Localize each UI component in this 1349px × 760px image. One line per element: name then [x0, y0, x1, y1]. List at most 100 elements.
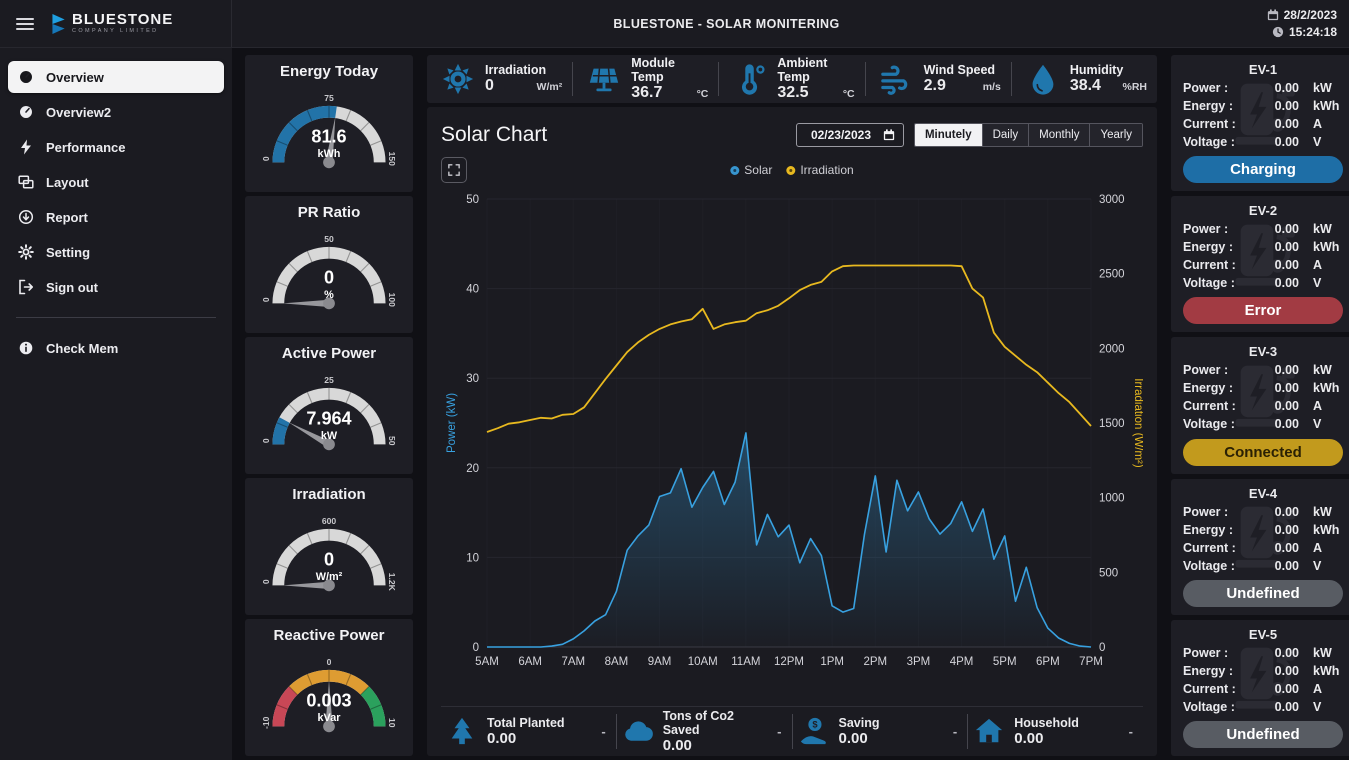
svg-text:8AM: 8AM: [605, 656, 629, 668]
ev-current-row: Current : 0.00 A: [1183, 399, 1343, 413]
svg-text:0: 0: [324, 267, 334, 287]
period-minutely-button[interactable]: Minutely: [914, 124, 982, 146]
gauge-card-reactive-power: Reactive Power 0 -10 10 0.003 kVar: [245, 619, 413, 756]
ev-status-button[interactable]: Error: [1183, 297, 1343, 325]
ev-card: EV-3 Power : 0.00 kW Energy : 0.00 kWh Current …: [1171, 337, 1349, 474]
fullscreen-button[interactable]: [441, 157, 467, 183]
ev-power-unit: kW: [1313, 81, 1332, 95]
ev-voltage-label: Voltage :: [1183, 558, 1235, 573]
sidebar-item-label: Sign out: [46, 279, 98, 295]
stat-value: 36.7: [631, 84, 663, 101]
gauge-title: Active Power: [281, 345, 377, 362]
date-picker[interactable]: [795, 123, 904, 147]
wind-icon: [880, 65, 907, 95]
svg-text:40: 40: [466, 284, 479, 296]
sidebar-item-overview2[interactable]: Overview2: [8, 96, 224, 128]
ev-energy-label: Energy :: [1183, 99, 1234, 113]
stat-value: 38.4: [1069, 77, 1101, 94]
svg-text:1.2K: 1.2K: [387, 573, 397, 592]
ev-voltage-row: Voltage : 0.00 V: [1183, 276, 1343, 290]
svg-text:600: 600: [322, 516, 337, 526]
weather-stats-bar: Irradiation 0 W/m² Module Temp 36.7 °C Amb…: [427, 55, 1157, 103]
topbar-brand-section: BLUESTONE COMPANY LIMITED: [0, 0, 232, 47]
svg-text:1PM: 1PM: [820, 656, 844, 668]
sidebar-item-performance[interactable]: Performance: [8, 131, 224, 163]
sidebar-item-signout[interactable]: Sign out: [8, 271, 224, 303]
sidebar-item-report[interactable]: Report: [8, 201, 224, 233]
ev-voltage-value: 0.00: [1274, 135, 1299, 149]
ev-current-row: Current : 0.00 A: [1183, 117, 1343, 131]
svg-text:Power (kW): Power (kW): [446, 393, 458, 453]
ev-current-row: Current : 0.00 A: [1183, 682, 1343, 696]
solar-chart-canvas: 5AM 6AM 7AM 8AM 9AM 10AM 11AM 12PM 1PM 2PM 3PM 4PM 5…: [441, 185, 1144, 706]
stat-label: Total Planted: [487, 715, 565, 730]
svg-text:50: 50: [387, 436, 397, 446]
svg-text:-10: -10: [261, 716, 271, 729]
svg-text:7PM: 7PM: [1079, 656, 1103, 668]
menu-icon[interactable]: [16, 15, 34, 33]
sidebar-item-overview[interactable]: Overview: [8, 61, 224, 93]
ev-power-value: 0.00: [1274, 222, 1299, 237]
logo-name: BLUESTONE: [72, 11, 174, 29]
ev-status-button[interactable]: Undefined: [1183, 579, 1343, 607]
ev-current-value: 0.00: [1274, 681, 1299, 696]
date-input[interactable]: [804, 127, 877, 143]
ev-energy-row: Energy : 0.00 kWh: [1183, 240, 1343, 254]
ev-voltage-label: Voltage :: [1183, 135, 1235, 149]
gauge-icon: [20, 71, 33, 83]
period-monthly-button[interactable]: Monthly: [1028, 124, 1090, 146]
gauge-card-energy-today: Energy Today 75 0 150 81.6 kWh: [245, 55, 413, 192]
ev-voltage-label: Voltage :: [1183, 276, 1235, 291]
svg-text:kWh: kWh: [318, 148, 341, 160]
stat-label: Saving: [838, 715, 880, 730]
sidebar-item-label: Layout: [46, 174, 89, 190]
ev-name: EV-1: [1248, 62, 1278, 77]
top-bar: BLUESTONE COMPANY LIMITED BLUESTONE - SO…: [0, 0, 1349, 48]
ev-charger-icon: [1235, 648, 1295, 710]
datetime-block: 28/2/2023 15:24:18: [1221, 8, 1349, 39]
stat-saving: $ Saving 0.00 -: [791, 713, 968, 750]
legend-item-irradiation[interactable]: Irradiation: [786, 163, 854, 177]
ev-power-unit: kW: [1313, 363, 1332, 378]
solar-chart-panel: Solar Chart Minutely Daily Monthly Yearl…: [427, 107, 1157, 756]
svg-text:10AM: 10AM: [688, 656, 718, 668]
ev-voltage-label: Voltage :: [1183, 417, 1235, 432]
sidebar-item-label: Report: [46, 209, 88, 225]
page-title: BLUESTONE - SOLAR MONITERING: [613, 16, 840, 31]
ev-charger-icon: [1235, 83, 1295, 145]
sidebar-item-setting[interactable]: Setting: [8, 236, 224, 268]
period-daily-button[interactable]: Daily: [981, 124, 1029, 146]
svg-text:0: 0: [1099, 642, 1105, 654]
svg-text:75: 75: [324, 93, 334, 103]
ev-charger-icon: [1235, 506, 1295, 568]
ev-power-label: Power :: [1183, 81, 1229, 95]
stat-ambient-temp: Ambient Temp 32.5 °C: [718, 56, 864, 101]
sidebar-item-layout[interactable]: Layout: [8, 166, 224, 198]
gauge-title: Irradiation: [292, 486, 366, 503]
ev-status-button[interactable]: Undefined: [1183, 721, 1343, 749]
ev-voltage-unit: V: [1313, 135, 1322, 149]
stat-value: 0.00: [487, 729, 517, 747]
tree-icon: [451, 718, 473, 745]
cloud-icon: [625, 721, 653, 742]
ev-power-value: 0.00: [1274, 363, 1299, 378]
logo-mark-icon: [52, 13, 65, 34]
current-time: 15:24:18: [1288, 25, 1337, 39]
ev-power-label: Power :: [1183, 222, 1229, 237]
svg-text:7.964: 7.964: [306, 408, 351, 428]
ev-status-button[interactable]: Connected: [1183, 438, 1343, 466]
sidebar-item-check-mem[interactable]: Check Mem: [8, 332, 224, 364]
report-icon: [18, 209, 34, 225]
stat-value: 0: [485, 77, 494, 94]
stat-total-planted: Total Planted 0.00 -: [441, 714, 616, 749]
ev-name: EV-3: [1248, 344, 1278, 360]
ev-status-button[interactable]: Charging: [1183, 156, 1343, 184]
svg-text:0: 0: [473, 642, 479, 654]
period-yearly-button[interactable]: Yearly: [1089, 124, 1142, 146]
ev-energy-row: Energy : 0.00 kWh: [1183, 664, 1343, 678]
ev-current-value: 0.00: [1274, 540, 1299, 555]
stat-extra: -: [1128, 723, 1133, 739]
ev-current-label: Current :: [1183, 117, 1236, 131]
legend-item-solar[interactable]: Solar: [730, 163, 772, 177]
svg-text:50: 50: [324, 234, 334, 244]
